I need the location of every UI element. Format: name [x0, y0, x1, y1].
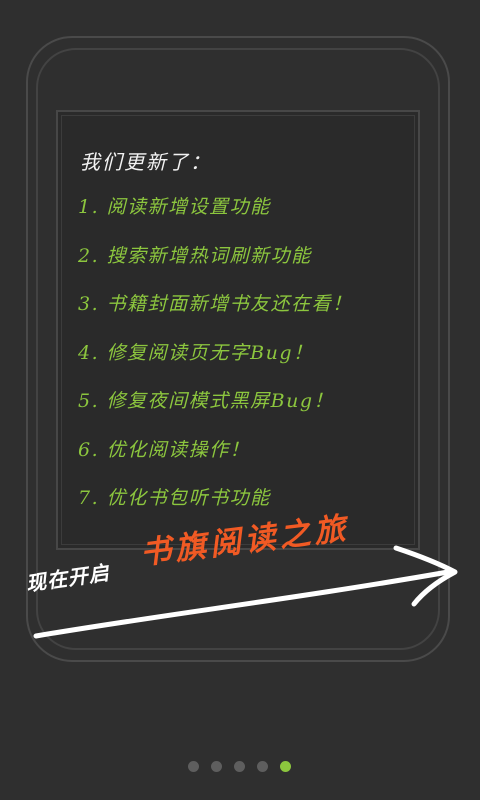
- update-heading: 我们更新了：: [80, 150, 212, 174]
- update-item: 3. 书籍封面新增书友还在看！: [78, 293, 353, 315]
- update-list: 1. 阅读新增设置功能 2. 搜索新增热词刷新功能 3. 书籍封面新增书友还在看…: [78, 192, 353, 532]
- update-item: 6. 优化阅读操作！: [78, 438, 251, 461]
- page-dot: [188, 761, 199, 772]
- page-dot: [257, 761, 268, 772]
- update-item: 4. 修复阅读页无字Bug！: [78, 341, 314, 364]
- update-item: 7. 优化书包听书功能: [78, 487, 271, 509]
- page-dot: [211, 761, 222, 772]
- page-indicator: [188, 761, 291, 772]
- update-item: 1. 阅读新增设置功能: [78, 196, 271, 218]
- page-dot: [234, 761, 245, 772]
- page-dot-active: [280, 761, 291, 772]
- device-frame-inner: [36, 48, 440, 650]
- device-screen: [56, 110, 420, 550]
- device-frame-outer: [26, 36, 450, 662]
- update-item: 5. 修复夜间模式黑屏Bug！: [78, 390, 335, 412]
- device-screen-border: [61, 115, 415, 545]
- update-item: 2. 搜索新增热词刷新功能: [78, 244, 312, 267]
